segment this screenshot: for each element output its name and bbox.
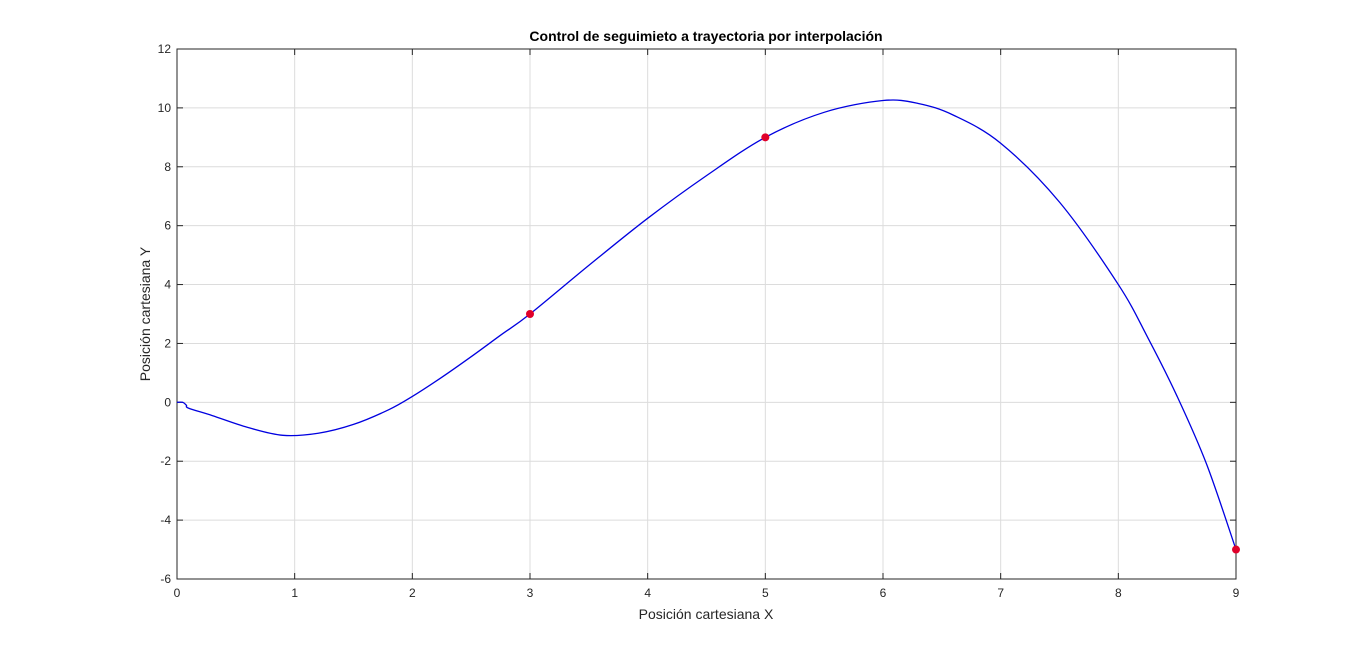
y-tick-label: 6 — [164, 219, 171, 233]
x-tick-label: 6 — [880, 586, 887, 600]
x-tick-label: 4 — [644, 586, 651, 600]
x-tick-label: 8 — [1115, 586, 1122, 600]
y-tick-label: -6 — [160, 572, 171, 586]
y-tick-label: 12 — [158, 42, 172, 56]
x-tick-label: 9 — [1233, 586, 1240, 600]
y-tick-label: -2 — [160, 454, 171, 468]
grid — [176, 48, 1237, 580]
waypoint-marker — [761, 133, 770, 142]
y-tick-label: 8 — [164, 160, 171, 174]
markers — [526, 133, 1240, 554]
waypoint-marker — [526, 310, 534, 318]
y-tick-label: -4 — [160, 513, 171, 527]
plot-frame — [176, 48, 1237, 580]
series — [176, 99, 1237, 550]
y-tick-label: 0 — [164, 395, 171, 409]
x-tick-label: 2 — [409, 586, 416, 600]
x-tick-label: 7 — [997, 586, 1004, 600]
x-tick-label: 3 — [527, 586, 534, 600]
y-tick-label: 10 — [158, 101, 172, 115]
y-tick-label: 4 — [164, 278, 171, 292]
x-tick-label: 1 — [291, 586, 298, 600]
x-tick-label: 5 — [762, 586, 769, 600]
chart-title: Control de seguimieto a trayectoria por … — [529, 28, 882, 44]
waypoint-marker — [1232, 545, 1240, 554]
y-axis-label: Posición cartesiana Y — [137, 246, 153, 381]
x-tick-label: 0 — [174, 586, 181, 600]
y-tick-label: 2 — [164, 336, 171, 350]
x-axis-label: Posición cartesiana X — [639, 606, 774, 622]
trajectory-line — [176, 99, 1237, 550]
